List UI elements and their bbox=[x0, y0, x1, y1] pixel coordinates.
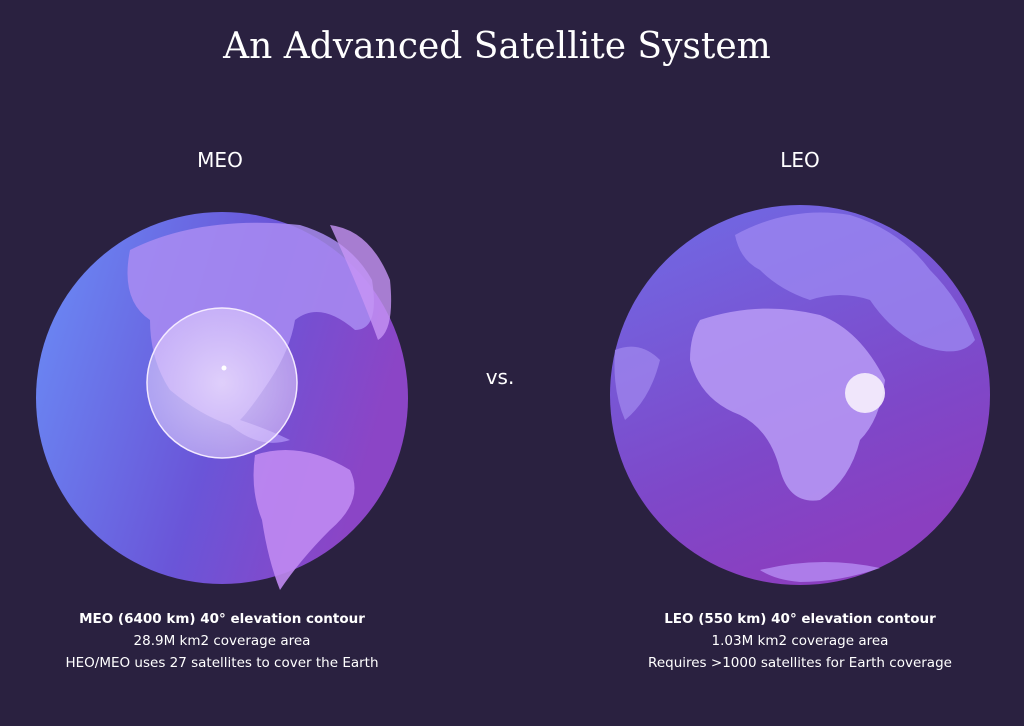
caption-line: LEO (550 km) 40° elevation contour bbox=[664, 611, 936, 627]
meo-globe bbox=[36, 212, 408, 590]
title: An Advanced Satellite System bbox=[222, 26, 771, 67]
continent bbox=[614, 346, 660, 420]
caption-line: Requires >1000 satellites for Earth cove… bbox=[648, 655, 952, 671]
satellite-point bbox=[221, 365, 227, 371]
coverage-area bbox=[146, 307, 298, 459]
vs-label: vs. bbox=[486, 365, 515, 389]
continent bbox=[253, 450, 355, 590]
leo-globe bbox=[610, 205, 990, 585]
continent bbox=[330, 225, 392, 340]
panel-label: MEO bbox=[197, 148, 243, 172]
panel-label: LEO bbox=[780, 148, 820, 172]
caption-line: HEO/MEO uses 27 satellites to cover the … bbox=[65, 655, 378, 671]
continent bbox=[735, 212, 975, 352]
coverage-area bbox=[845, 373, 885, 413]
caption-line: 28.9M km2 coverage area bbox=[134, 633, 311, 649]
continent bbox=[760, 561, 880, 582]
caption-line: MEO (6400 km) 40° elevation contour bbox=[79, 611, 365, 627]
continent bbox=[690, 308, 885, 501]
caption-line: 1.03M km2 coverage area bbox=[712, 633, 889, 649]
